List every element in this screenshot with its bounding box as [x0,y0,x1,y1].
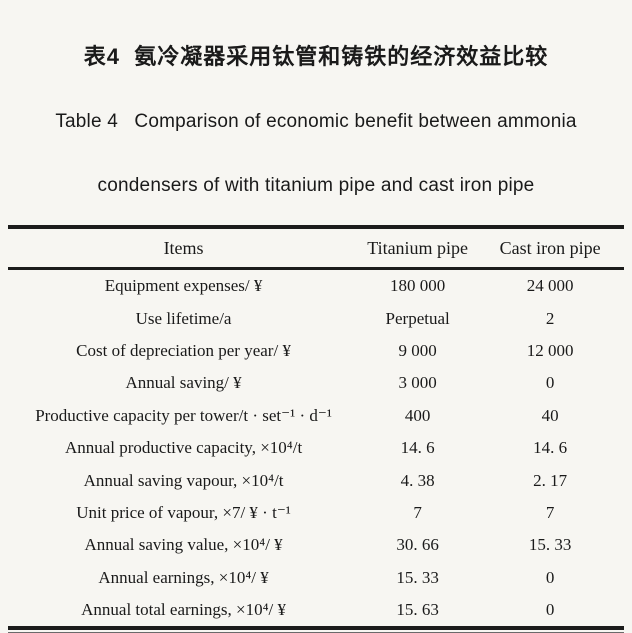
row-titanium-value: 180 000 [390,276,446,296]
row-item-label: Unit price of vapour, ×7/ ¥ · t⁻¹ [76,502,291,522]
row-cast-iron-value: 15. 33 [528,535,572,555]
row-item-label: Cost of depreciation per year/ ¥ [76,340,291,360]
row-item-label: Use lifetime/a [135,308,232,328]
row-item-label: Annual earnings, ×10⁴/ ¥ [98,567,269,587]
column-header-items: Items [8,227,360,270]
table-row: Annual saving value, ×10⁴/ ¥ 30. 66 15. 33 [8,529,624,561]
row-cast-iron-value: 24 000 [526,276,574,296]
row-titanium-value: 9 000 [398,340,437,360]
table-row: Use lifetime/a Perpetual 2 [8,302,624,334]
row-item-label: Annual saving value, ×10⁴/ ¥ [84,535,283,555]
row-titanium-value: 3 000 [398,373,437,393]
row-cast-iron-value: 0 [545,567,555,587]
column-header-cast-iron-pipe: Cast iron pipe [476,227,624,270]
caption-english-line1: Table 4 Comparison of economic benefit b… [55,111,577,132]
row-item-label: Annual saving/ ¥ [125,373,242,393]
row-item-label: Equipment expenses/ ¥ [104,276,263,296]
economic-benefit-table-container: Items Titanium pipe Cast iron pipe Equip… [8,225,624,633]
row-cast-iron-value: 0 [545,600,555,620]
row-titanium-value: 7 [413,502,422,522]
row-cast-iron-value: 2. 17 [533,470,568,490]
table-row: Unit price of vapour, ×7/ ¥ · t⁻¹ 7 7 [8,497,624,529]
table-row: Equipment expenses/ ¥ 180 000 24 000 [8,269,624,303]
caption-english-line2: condensers of with titanium pipe and cas… [97,175,535,196]
row-titanium-value: 15. 33 [396,567,439,587]
economic-benefit-table: Items Titanium pipe Cast iron pipe Equip… [8,225,624,631]
row-titanium-value: 400 [404,405,431,425]
table-row: Annual total earnings, ×10⁴/ ¥ 15. 63 0 [8,594,624,628]
table-row: Productive capacity per tower/t · set⁻¹ … [8,400,624,432]
table-row: Cost of depreciation per year/ ¥ 9 000 12 … [8,335,624,367]
row-cast-iron-value: 40 [541,405,559,425]
row-titanium-value: 4. 38 [400,470,435,490]
row-item-label: Annual saving vapour, ×10⁴/t [83,470,284,490]
row-cast-iron-value: 2 [545,308,555,328]
row-item-label: Annual productive capacity, ×10⁴/t [64,438,303,458]
row-cast-iron-value: 14. 6 [533,438,568,458]
row-cast-iron-value: 7 [545,502,555,522]
caption-chinese: 表4 氨冷凝器采用钛管和铸铁的经济效益比较 [83,44,549,69]
row-titanium-value: 30. 66 [396,535,439,555]
row-cast-iron-value: 12 000 [526,340,574,360]
row-item-label: Annual total earnings, ×10⁴/ ¥ [81,600,286,620]
row-cast-iron-value: 0 [545,373,555,393]
row-titanium-value: Perpetual [385,308,450,328]
table-caption: 表4 氨冷凝器采用钛管和铸铁的经济效益比较 Table 4 Comparison… [0,0,632,218]
row-titanium-value: 14. 6 [400,438,435,458]
table-row: Annual productive capacity, ×10⁴/t 14. 6 1… [8,432,624,464]
table-header: Items Titanium pipe Cast iron pipe [8,227,624,270]
header-row: Items Titanium pipe Cast iron pipe [8,227,624,270]
row-titanium-value: 15. 63 [396,600,439,620]
table-row: Annual earnings, ×10⁴/ ¥ 15. 33 0 [8,562,624,594]
table-row: Annual saving vapour, ×10⁴/t 4. 38 2. 17 [8,464,624,496]
table-body: Equipment expenses/ ¥ 180 000 24 000 Use li… [8,269,624,629]
row-item-label: Productive capacity per tower/t · set⁻¹ … [35,405,332,425]
column-header-titanium-pipe: Titanium pipe [359,227,477,270]
table-row: Annual saving/ ¥ 3 000 0 [8,367,624,399]
